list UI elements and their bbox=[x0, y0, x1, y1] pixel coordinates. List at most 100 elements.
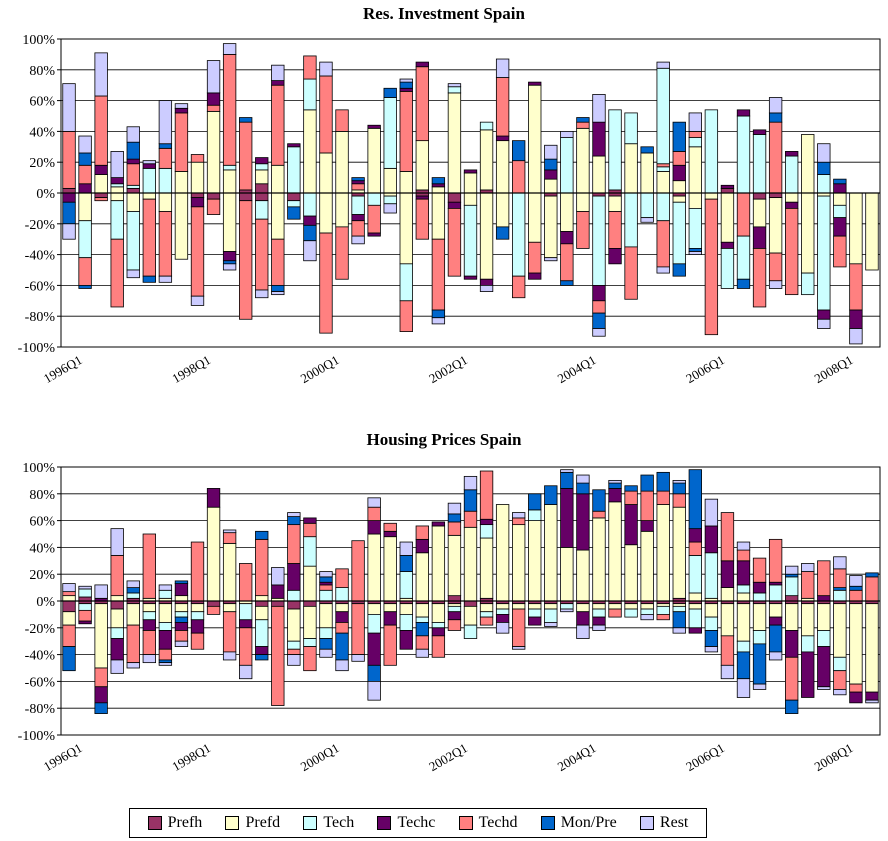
bar-segment-prefd bbox=[704, 192, 719, 200]
bar-segment-techd bbox=[126, 624, 140, 664]
bar-segment-prefd bbox=[624, 143, 638, 194]
bar-segment-mon-pre bbox=[656, 471, 670, 492]
bar-segment-mon-pre bbox=[560, 280, 574, 286]
x-tick-label: 2006Q1 bbox=[683, 740, 727, 774]
bar-segment-techd bbox=[110, 238, 124, 308]
bar-segment-techd bbox=[62, 624, 76, 647]
bar-segment-rest bbox=[399, 541, 413, 556]
bar-segment-techc bbox=[592, 284, 606, 302]
bar-segment-rest bbox=[431, 317, 446, 325]
legend-label-prefh: Prefh bbox=[167, 814, 203, 831]
bar-segment-techd bbox=[656, 490, 670, 505]
bar-segment-rest bbox=[592, 328, 606, 337]
bar-segment-techd bbox=[865, 576, 879, 602]
bar-segment-techd bbox=[576, 211, 590, 249]
bar-segment-tech bbox=[174, 611, 189, 618]
legend-item-techc: Techc bbox=[377, 814, 435, 832]
bar-segment-mon-pre bbox=[158, 143, 173, 149]
bar-segment-techc bbox=[495, 135, 510, 142]
bar-segment-rest bbox=[576, 624, 590, 639]
bar-segment-tech bbox=[158, 589, 173, 599]
bar-segment-rest bbox=[865, 699, 879, 704]
bar-segment-tech bbox=[528, 608, 542, 618]
bar-segment-mon-pre bbox=[319, 638, 333, 650]
bar-segment-techc bbox=[431, 521, 446, 527]
bar-segment-prefd bbox=[431, 192, 446, 240]
bar-segment-tech bbox=[110, 183, 124, 188]
y-tick-label: 20% bbox=[29, 156, 55, 171]
bar-segment-techc bbox=[399, 87, 413, 92]
bar-segment-techd bbox=[736, 192, 751, 237]
bar-segment-mon-pre bbox=[833, 178, 847, 185]
bar-segment-tech bbox=[367, 192, 381, 206]
bar-segment-prefd bbox=[271, 164, 285, 194]
bar-segment-techd bbox=[78, 609, 92, 622]
bar-segment-techc bbox=[560, 488, 574, 548]
bar-segment-tech bbox=[656, 192, 670, 222]
bar-segment-rest bbox=[190, 295, 205, 306]
y-tick-label: -40% bbox=[25, 649, 56, 664]
bar-segment-tech bbox=[78, 603, 92, 611]
bar-segment-mon-pre bbox=[592, 489, 606, 512]
bar-segment-mon-pre bbox=[752, 643, 767, 685]
bar-segment-rest bbox=[110, 659, 124, 674]
bar-segment-mon-pre bbox=[287, 206, 301, 220]
bar-segment-techd bbox=[560, 243, 574, 282]
bar-segment-rest bbox=[239, 664, 253, 680]
bar-segment-mon-pre bbox=[833, 587, 847, 591]
bar-segment-prefd bbox=[752, 603, 767, 631]
bar-segment-techc bbox=[110, 638, 124, 661]
bar-segment-prefd bbox=[785, 192, 799, 203]
bar-segment-rest bbox=[271, 291, 285, 296]
bar-segment-prefd bbox=[126, 603, 140, 626]
bar-segment-mon-pre bbox=[239, 117, 253, 123]
bar-segment-techc bbox=[447, 201, 462, 209]
bar-segment-techc bbox=[319, 581, 333, 586]
bar-segment-prefd bbox=[222, 169, 237, 194]
bar-segment-tech bbox=[287, 589, 301, 602]
bar-segment-tech bbox=[688, 137, 702, 148]
bar-segment-prefh bbox=[287, 192, 301, 202]
bar-segment-mon-pre bbox=[367, 664, 381, 682]
bar-segment-techd bbox=[849, 683, 863, 693]
bar-segment-techd bbox=[222, 54, 237, 166]
bar-segment-techd bbox=[592, 300, 606, 314]
bar-segment-tech bbox=[303, 78, 317, 111]
bar-segment-techd bbox=[222, 611, 237, 653]
bar-segment-techc bbox=[608, 248, 622, 265]
bar-segment-techc bbox=[351, 180, 365, 185]
chart-title-housing-prices: Housing Prices Spain bbox=[366, 430, 522, 449]
bar-segment-mon-pre bbox=[351, 177, 365, 182]
bar-segment-techc bbox=[736, 560, 751, 586]
bar-segment-prefd bbox=[174, 192, 189, 260]
bar-segment-prefd bbox=[206, 506, 221, 602]
bar-segment-techd bbox=[271, 238, 285, 286]
bar-segment-prefd bbox=[785, 603, 799, 631]
bar-segment-prefd bbox=[688, 192, 702, 209]
legend-label-techc: Techc bbox=[397, 814, 436, 831]
bar-segment-rest bbox=[126, 269, 140, 279]
bar-segment-rest bbox=[592, 94, 606, 123]
bar-segment-techd bbox=[303, 522, 317, 538]
bar-segment-rest bbox=[222, 529, 237, 534]
bar-segment-prefd bbox=[592, 603, 606, 610]
bar-segment-prefd bbox=[319, 603, 333, 629]
bar-segment-techd bbox=[415, 635, 429, 650]
bar-segment-techd bbox=[817, 560, 831, 597]
bar-segment-techc bbox=[592, 121, 606, 157]
bar-segment-mon-pre bbox=[785, 699, 799, 714]
legend-item-prefh: Prefh bbox=[147, 814, 203, 832]
bar-segment-rest bbox=[94, 584, 108, 599]
bar-segment-prefd bbox=[335, 603, 349, 613]
bar-segment-rest bbox=[383, 203, 397, 214]
bar-segment-techc bbox=[383, 611, 397, 626]
bar-segment-prefd bbox=[528, 603, 542, 610]
bar-segment-techd bbox=[94, 197, 108, 202]
bar-segment-techd bbox=[351, 220, 365, 237]
bar-segment-prefd bbox=[849, 603, 863, 685]
bar-segment-prefd bbox=[222, 542, 237, 602]
bar-segment-prefd bbox=[94, 174, 108, 194]
bar-segment-rest bbox=[447, 83, 462, 88]
bar-segment-techc bbox=[62, 192, 76, 203]
bar-segment-techd bbox=[849, 589, 863, 602]
